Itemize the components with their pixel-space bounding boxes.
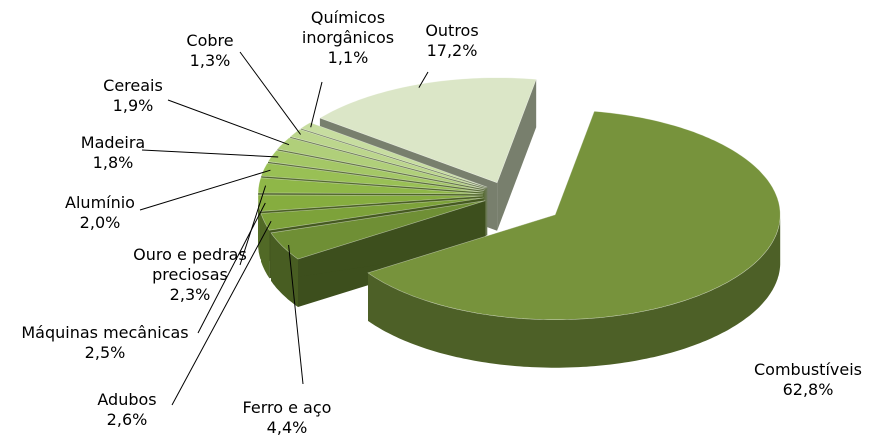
- leader-line: [139, 169, 271, 211]
- value-label: 2,0%: [79, 213, 121, 232]
- slice-top: [300, 122, 488, 188]
- value-label: 2,3%: [169, 285, 211, 304]
- value-label: 2,6%: [106, 410, 148, 429]
- value-label: 62,8%: [782, 380, 834, 399]
- leader-line: [239, 185, 267, 266]
- data-label: Madeira 1,8%: [13, 133, 213, 173]
- data-label: Químicos inorgânicos 1,1%: [288, 8, 408, 68]
- slice-top: [367, 110, 781, 321]
- leader-line: [310, 81, 323, 128]
- data-label: Alumínio 2,0%: [0, 193, 200, 233]
- slice-top: [270, 200, 486, 260]
- slice-side: [271, 232, 298, 307]
- value-label: 4,4%: [266, 418, 308, 437]
- category-label: Ouro e pedras preciosas: [133, 245, 247, 284]
- category-label: Combustíveis: [754, 360, 862, 379]
- category-label: Cobre: [186, 31, 234, 50]
- category-label: Químicos inorgânicos: [301, 8, 395, 47]
- slice-edge: [497, 79, 537, 231]
- category-label: Ferro e aço: [242, 398, 332, 417]
- data-label: Ouro e pedras preciosas 2,3%: [125, 245, 255, 305]
- slice: [270, 200, 486, 307]
- slice-side: [261, 213, 270, 279]
- slice: [367, 110, 781, 368]
- data-label: Outros 17,2%: [352, 21, 552, 61]
- data-label: Combustíveis 62,8%: [708, 360, 886, 400]
- value-label: 1,8%: [92, 153, 134, 172]
- value-label: 1,1%: [327, 48, 369, 67]
- value-label: 2,5%: [84, 343, 126, 362]
- category-label: Alumínio: [65, 193, 135, 212]
- leader-line: [197, 202, 266, 334]
- category-label: Cereais: [103, 76, 163, 95]
- data-label: Cereais 1,9%: [33, 76, 233, 116]
- leader-line: [167, 99, 290, 146]
- slice-side: [368, 216, 781, 368]
- leader-line: [141, 149, 279, 158]
- data-label: Adubos 2,6%: [27, 390, 227, 430]
- slice-top: [267, 150, 485, 191]
- category-label: Madeira: [80, 133, 146, 152]
- category-label: Outros: [425, 21, 479, 40]
- leader-line: [239, 51, 302, 135]
- slice-top: [257, 194, 484, 212]
- data-label: Ferro e aço 4,4%: [187, 398, 387, 438]
- slice-top: [276, 137, 486, 190]
- category-label: Máquinas mecânicas: [21, 323, 189, 342]
- data-label: Cobre 1,3%: [110, 31, 310, 71]
- data-label: Máquinas mecânicas 2,5%: [5, 323, 205, 363]
- slice-top: [257, 177, 484, 195]
- slice-top: [260, 197, 484, 231]
- leader-line: [171, 220, 272, 406]
- slice-top: [319, 77, 537, 184]
- leader-line: [288, 244, 304, 385]
- slice-top: [289, 128, 487, 189]
- value-label: 17,2%: [426, 41, 478, 60]
- slice-top: [260, 162, 484, 193]
- category-label: Adubos: [97, 390, 157, 409]
- leader-line: [418, 71, 429, 88]
- value-label: 1,9%: [112, 96, 154, 115]
- slice-edge: [271, 200, 486, 281]
- value-label: 1,3%: [189, 51, 231, 70]
